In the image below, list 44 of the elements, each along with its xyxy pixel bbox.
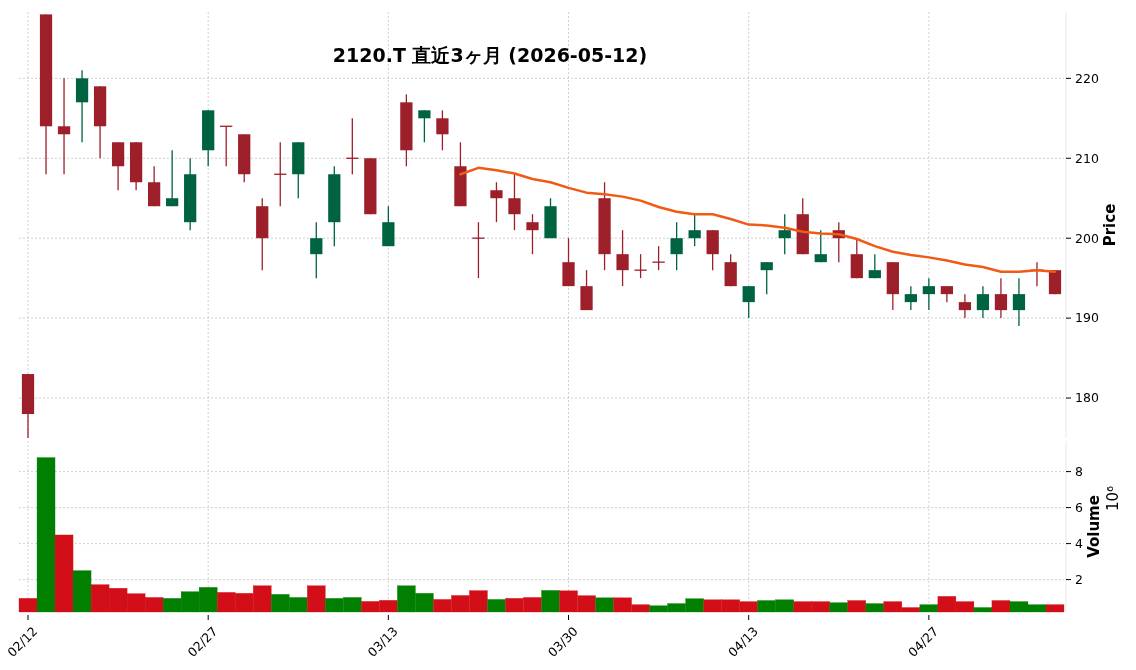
candlestick	[508, 173, 521, 231]
line-series	[459, 166, 1057, 274]
candlestick	[580, 269, 593, 311]
y-tick-label: 8	[1075, 463, 1083, 479]
candlestick	[814, 229, 827, 263]
text: 10⁶	[1104, 485, 1122, 512]
candlestick	[706, 229, 719, 271]
candlestick	[1012, 277, 1026, 327]
candlestick	[760, 261, 773, 295]
candlestick	[490, 181, 503, 223]
candlestick	[958, 293, 972, 319]
candlestick	[778, 213, 791, 255]
candlestick	[994, 277, 1008, 319]
candlestick	[418, 109, 431, 143]
candlestick	[688, 213, 701, 247]
candlestick	[670, 221, 683, 271]
y-tick-label: 4	[1075, 535, 1083, 551]
candlestick	[904, 285, 917, 311]
candlestick	[562, 237, 575, 287]
candlestick	[382, 205, 395, 247]
candlestick	[75, 69, 89, 143]
candlestick	[166, 149, 179, 207]
y-tick-label: 210	[1075, 150, 1099, 166]
candlestick	[724, 253, 737, 287]
candlestick	[57, 77, 71, 175]
candlestick	[148, 165, 161, 207]
candlestick	[976, 285, 990, 319]
candlestick	[111, 141, 125, 191]
y-axis-title: Volume	[1085, 495, 1103, 558]
candlestick	[742, 285, 755, 319]
y-tick-label: 200	[1075, 230, 1099, 246]
text: 2120.T 直近3ヶ月 (2026-05-12)	[332, 44, 648, 66]
y-tick-label: 180	[1075, 390, 1099, 406]
y-tick-label: 190	[1075, 310, 1099, 326]
candlestick	[850, 237, 863, 279]
y-axis-title: Price	[1101, 203, 1119, 247]
candlestick	[436, 109, 449, 151]
candlestick	[616, 229, 629, 287]
y-tick-label: 6	[1075, 499, 1083, 515]
y-tick-label: 220	[1075, 70, 1099, 86]
y-tick-label: 2	[1075, 571, 1083, 587]
candlestick	[922, 277, 935, 311]
candlestick	[310, 221, 323, 279]
candlestick	[526, 213, 539, 255]
